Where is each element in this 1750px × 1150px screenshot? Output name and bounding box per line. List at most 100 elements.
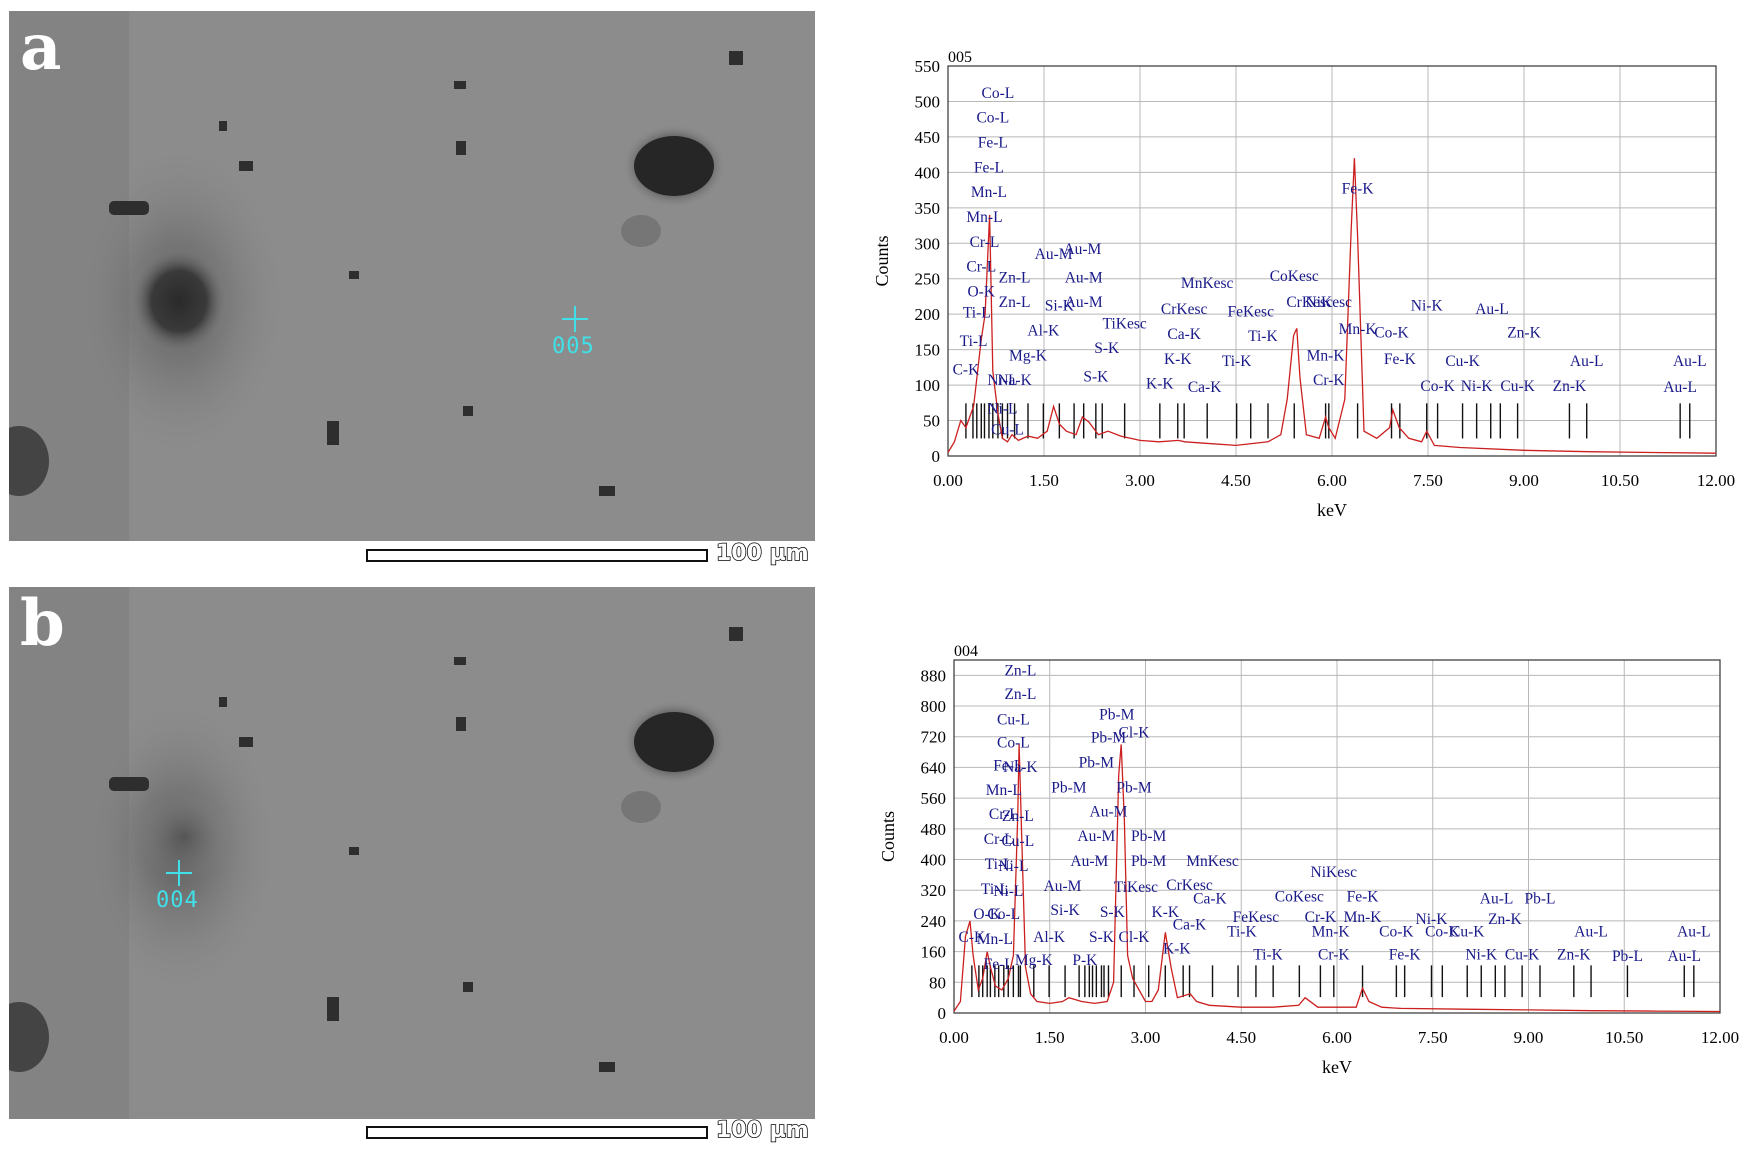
element-label: Au-M bbox=[1065, 294, 1103, 311]
element-label: Au-L bbox=[1667, 948, 1701, 965]
element-label: O-K bbox=[973, 906, 1001, 923]
spot-label: 005 bbox=[552, 334, 595, 359]
element-label: Au-M bbox=[1070, 853, 1108, 870]
element-label: Mg-K bbox=[1009, 347, 1048, 364]
element-label: Ni-K bbox=[1411, 298, 1444, 315]
element-label: Co-L bbox=[987, 906, 1020, 923]
element-label: Au-L bbox=[1480, 891, 1514, 908]
element-label: Pb-M bbox=[1079, 754, 1115, 771]
scale-bar-a bbox=[366, 549, 708, 562]
sem-image-b bbox=[9, 587, 815, 1119]
y-tick-label: 450 bbox=[915, 128, 941, 147]
element-label: Cu-K bbox=[1505, 946, 1540, 963]
element-label: Mn-K bbox=[1344, 909, 1383, 926]
element-label: Fe-K bbox=[1384, 351, 1417, 368]
element-label: Ti-L bbox=[985, 856, 1013, 873]
x-tick-label: 6.00 bbox=[1322, 1028, 1352, 1047]
element-label: MnKesc bbox=[1186, 853, 1239, 870]
y-tick-label: 720 bbox=[921, 728, 947, 747]
element-label: Co-K bbox=[1420, 378, 1455, 395]
element-label: Si-K bbox=[1050, 902, 1080, 919]
element-label: Au-M bbox=[1065, 269, 1103, 286]
element-label: Cl-K bbox=[1119, 725, 1151, 742]
element-label: Ti-K bbox=[1253, 946, 1283, 963]
x-tick-label: 7.50 bbox=[1418, 1028, 1448, 1047]
crosshair-icon bbox=[562, 306, 588, 332]
element-label: Na-K bbox=[1003, 759, 1038, 776]
element-label: Au-M bbox=[1044, 878, 1082, 895]
element-label: Co-L bbox=[982, 85, 1015, 102]
element-label: Au-M bbox=[1063, 241, 1101, 258]
element-label: K-K bbox=[1163, 941, 1191, 958]
y-tick-label: 550 bbox=[915, 57, 941, 76]
element-label: Fe-L bbox=[993, 758, 1023, 775]
element-label: Cr-L bbox=[970, 234, 1000, 251]
element-label: Cr-K bbox=[1318, 946, 1350, 963]
x-tick-label: 10.50 bbox=[1601, 471, 1639, 490]
y-tick-label: 0 bbox=[938, 1004, 947, 1023]
element-label: Fe-L bbox=[974, 159, 1004, 176]
element-label: Ti-K bbox=[1248, 328, 1278, 345]
element-label: Cu-K bbox=[1445, 353, 1480, 370]
x-tick-label: 12.00 bbox=[1697, 471, 1735, 490]
element-label: Pb-M bbox=[1051, 779, 1087, 796]
element-label: Fe-K bbox=[1389, 946, 1422, 963]
element-label: Ca-K bbox=[1167, 326, 1201, 343]
element-label: Au-L bbox=[1677, 923, 1711, 940]
element-label: Mn-L bbox=[971, 184, 1007, 201]
element-label: Zn-L bbox=[1002, 808, 1034, 825]
panel-letter-b: b bbox=[20, 586, 65, 661]
element-label: Na-K bbox=[997, 372, 1032, 389]
element-label: Zn-K bbox=[1557, 946, 1591, 963]
element-label: Ni-K bbox=[1416, 911, 1449, 928]
element-label: Zn-K bbox=[1488, 911, 1522, 928]
element-label: Ni-L bbox=[993, 883, 1023, 900]
element-label: Au-L bbox=[1570, 353, 1604, 370]
element-label: Pb-M bbox=[1116, 779, 1152, 796]
y-tick-label: 200 bbox=[915, 305, 941, 324]
y-tick-label: 100 bbox=[915, 376, 941, 395]
element-label: Ni-L bbox=[998, 858, 1028, 875]
element-label: CrKesc bbox=[1286, 294, 1333, 311]
panel-letter-a: a bbox=[20, 10, 62, 85]
x-tick-label: 3.00 bbox=[1131, 1028, 1161, 1047]
x-tick-label: 9.00 bbox=[1509, 471, 1539, 490]
element-label: K-K bbox=[1152, 904, 1180, 921]
element-label: Al-K bbox=[1027, 322, 1060, 339]
element-label: FeKesc bbox=[1233, 909, 1280, 926]
element-label: Co-K bbox=[1374, 325, 1409, 342]
element-label: Ti-L bbox=[981, 881, 1009, 898]
element-label: Ti-L bbox=[963, 305, 991, 322]
x-tick-label: 0.00 bbox=[939, 1028, 969, 1047]
element-label: CoKesc bbox=[1275, 889, 1324, 906]
element-label: Cu-K bbox=[1450, 923, 1485, 940]
y-tick-label: 80 bbox=[929, 973, 946, 992]
y-tick-label: 150 bbox=[915, 341, 941, 360]
element-label: NiKesc bbox=[1306, 294, 1353, 311]
eds-spectrum-a: 0.00 1.50 3.00 4.50 6.00 7.50 9.00 10.50 12.00 0 5… bbox=[0, 0, 1750, 560]
y-axis-label: Counts bbox=[872, 235, 892, 286]
element-label: Ni-L bbox=[987, 400, 1017, 417]
y-tick-label: 500 bbox=[915, 92, 941, 111]
element-label: Co-L bbox=[997, 734, 1030, 751]
element-label: Fe-K bbox=[1347, 889, 1380, 906]
y-tick-label: 640 bbox=[921, 758, 947, 777]
element-label: K-K bbox=[1164, 351, 1192, 368]
element-label: Au-L bbox=[1475, 301, 1509, 318]
x-tick-label: 1.50 bbox=[1035, 1028, 1065, 1047]
element-label: Au-M bbox=[1077, 828, 1115, 845]
element-label: O-K bbox=[967, 283, 995, 300]
scale-label-b: 100 µm bbox=[715, 1117, 809, 1144]
element-label: Mg-K bbox=[1015, 952, 1054, 969]
x-tick-label: 4.50 bbox=[1226, 1028, 1256, 1047]
element-label: Ti-K bbox=[1227, 923, 1257, 940]
element-label: Au-L bbox=[1663, 379, 1697, 396]
element-label: Ca-K bbox=[1188, 379, 1222, 396]
x-tick-label: 10.50 bbox=[1605, 1028, 1643, 1047]
element-label: Ti-K bbox=[1222, 353, 1252, 370]
y-tick-label: 400 bbox=[921, 851, 947, 870]
element-label: Cu-L bbox=[997, 711, 1030, 728]
element-label: S-K bbox=[1100, 904, 1126, 921]
element-label: Pb-L bbox=[1524, 891, 1555, 908]
element-label: Ni-K bbox=[1465, 946, 1498, 963]
